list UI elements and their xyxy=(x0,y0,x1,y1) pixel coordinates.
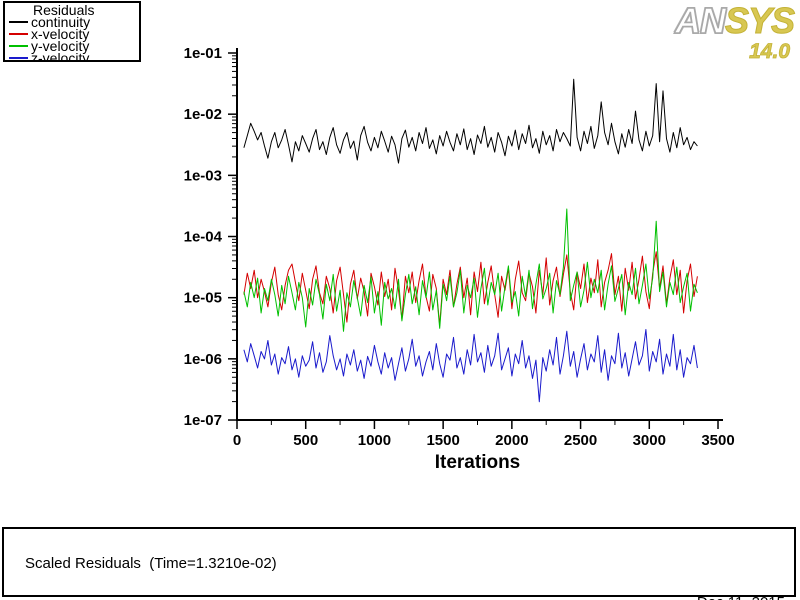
legend-entry: y-velocity xyxy=(5,37,139,54)
series-z-velocity xyxy=(243,329,698,403)
legend-swatch-line xyxy=(9,57,28,59)
y-tick-label: 1e-05 xyxy=(184,290,222,307)
series-x-velocity xyxy=(243,251,698,326)
legend-entry-label: continuity xyxy=(31,13,91,30)
legend-entry-label: x-velocity xyxy=(31,25,90,42)
ansys-wordmark: ANSYS xyxy=(674,0,795,41)
ansys-logo-an: AN xyxy=(674,0,726,41)
ansys-logo: ANSYS 14.0 xyxy=(674,0,795,63)
y-tick-label: 1e-06 xyxy=(184,351,222,368)
legend-entry: z-velocity xyxy=(5,49,139,62)
legend-title: Residuals xyxy=(33,2,95,18)
legend-entry: x-velocity xyxy=(5,25,139,42)
x-tick-label: 2000 xyxy=(495,432,528,449)
x-axis-title: Iterations xyxy=(435,452,521,473)
series-y-velocity xyxy=(243,208,698,332)
legend-entries: continuity x-velocity y-velocity z-velocity xyxy=(5,13,139,62)
x-tick-label: 1500 xyxy=(426,432,459,449)
plot-title: Scaled Residuals (Time=1.3210e-02) xyxy=(25,555,277,572)
date-stamp: Dec 11, 2015 xyxy=(468,592,785,600)
x-tick-label: 0 xyxy=(233,432,241,449)
residuals-legend: Residuals continuity x-velocity y-velocity… xyxy=(3,1,141,62)
caption-bar: Scaled Residuals (Time=1.3210e-02) Dec 1… xyxy=(2,527,796,600)
y-tick-label: 1e-01 xyxy=(184,45,222,62)
solver-stamp: Dec 11, 2015 ANSYS FLUENT 14.0 (3d, pbns… xyxy=(468,548,785,600)
series-continuity xyxy=(243,78,698,164)
legend-entry-label: z-velocity xyxy=(31,49,90,62)
y-tick-label: 1e-03 xyxy=(184,167,222,184)
legend-swatch-line xyxy=(9,45,28,47)
legend-entry-label: y-velocity xyxy=(31,37,90,54)
y-tick-label: 1e-02 xyxy=(184,106,222,123)
y-tick-label: 1e-04 xyxy=(184,229,223,246)
x-tick-label: 3000 xyxy=(633,432,666,449)
x-tick-label: 2500 xyxy=(564,432,597,449)
x-tick-label: 500 xyxy=(293,432,318,449)
x-tick-label: 3500 xyxy=(701,432,734,449)
legend-swatch-line xyxy=(9,21,28,23)
ansys-logo-sys: SYS xyxy=(724,0,795,41)
legend-entry: continuity xyxy=(5,13,139,30)
ansys-logo-version: 14.0 xyxy=(749,40,791,63)
legend-swatch-line xyxy=(9,33,28,35)
y-tick-label: 1e-07 xyxy=(184,412,222,429)
x-tick-label: 1000 xyxy=(358,432,391,449)
residuals-chart: 1e-01 1e-02 1e-03 1e-04 1e-05 1e-06 1e-07 0 500 1… xyxy=(184,45,735,473)
